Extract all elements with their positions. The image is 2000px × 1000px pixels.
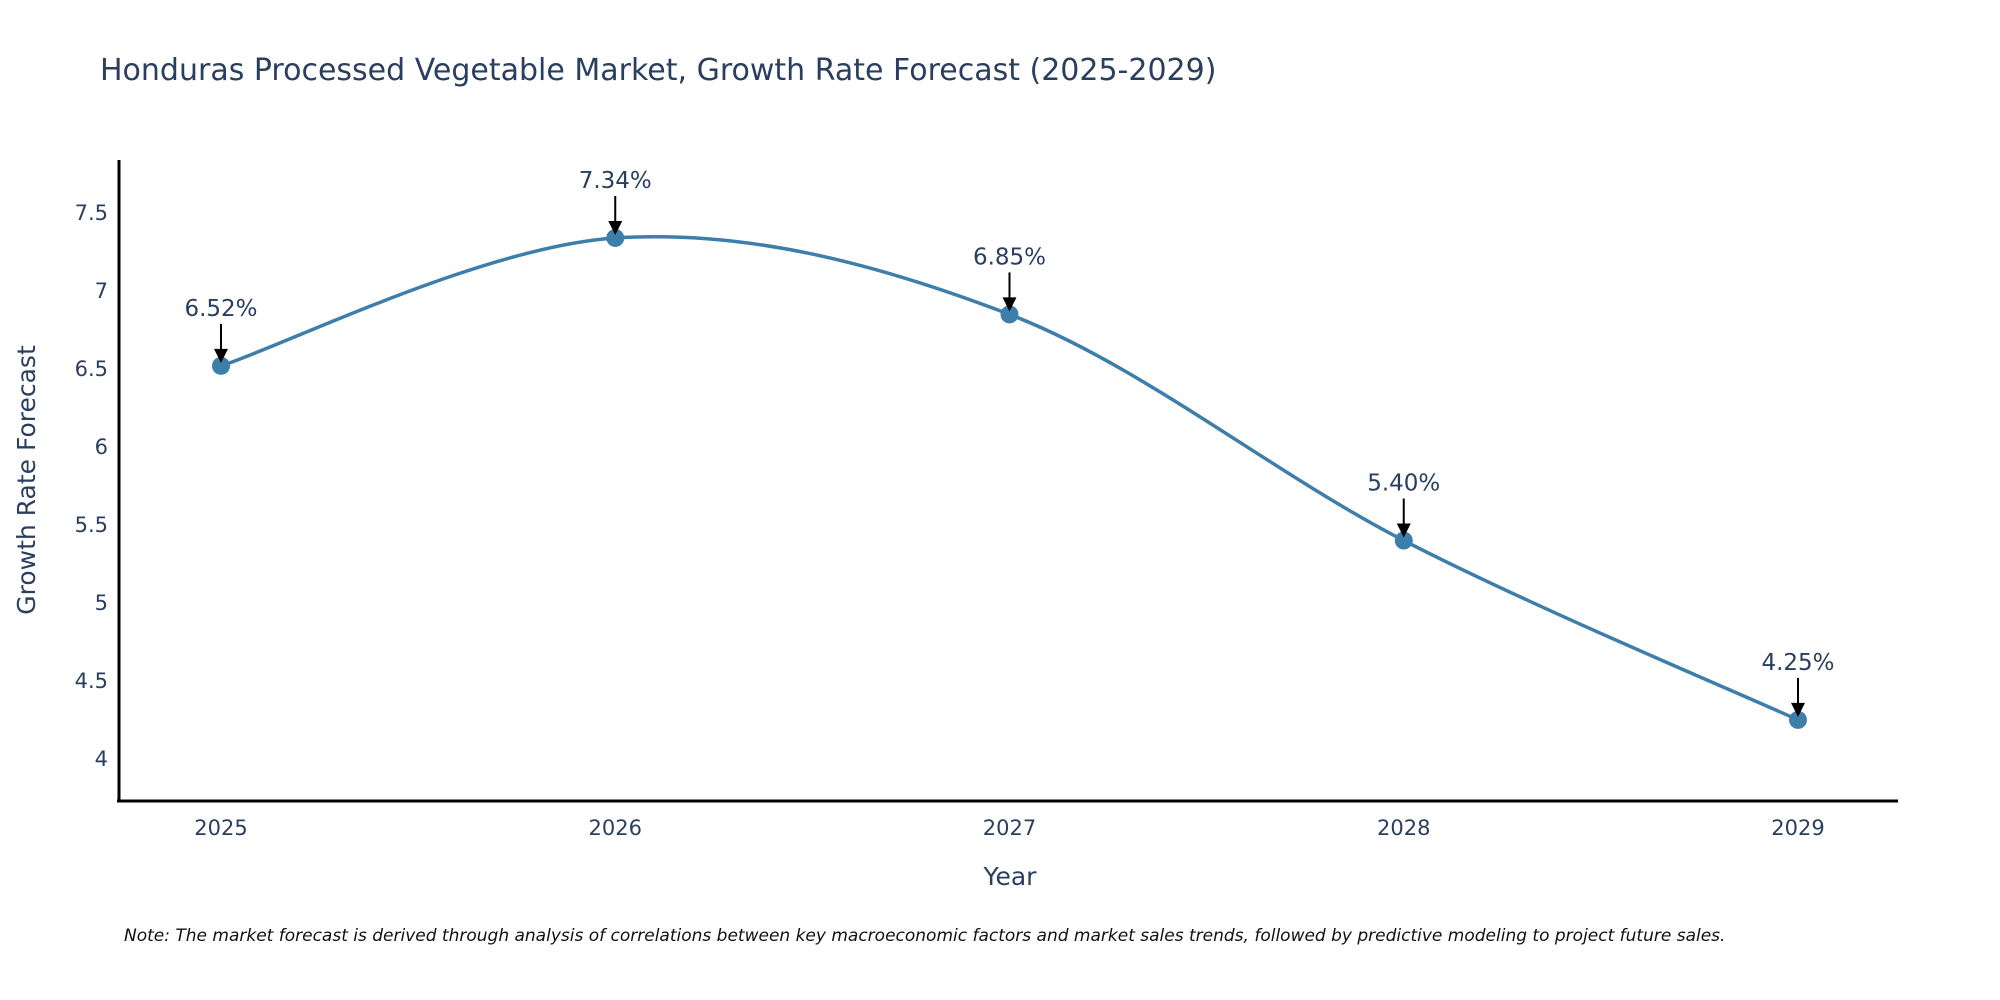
x-tick-label: 2028: [1377, 816, 1430, 840]
arrow-head-icon: [1396, 523, 1411, 538]
footnote: Note: The market forecast is derived thr…: [124, 926, 1725, 946]
annotation: 5.40%: [1367, 471, 1440, 538]
x-tick-label: 2027: [983, 816, 1036, 840]
x-tick-label: 2029: [1771, 816, 1824, 840]
y-tick-label: 7.5: [75, 201, 108, 225]
data-label: 6.85%: [973, 244, 1046, 270]
x-axis-ticks: 2025 2026 2027 2028 2029: [194, 816, 1824, 840]
data-label: 5.40%: [1367, 471, 1440, 497]
series-growth-rate: [212, 228, 1807, 729]
data-point: [212, 356, 230, 375]
y-tick-label: 7: [95, 279, 108, 303]
arrow-head-icon: [608, 220, 623, 235]
arrow-head-icon: [1791, 702, 1805, 717]
y-tick-label: 4.5: [75, 669, 108, 693]
y-axis-ticks: 4 4.5 5 5.5 6 6.5 7 7.5: [75, 201, 108, 771]
y-tick-label: 6: [95, 435, 108, 459]
y-tick-label: 5: [95, 591, 108, 615]
data-label: 6.52%: [184, 296, 257, 322]
annotation: 4.25%: [1761, 650, 1835, 717]
x-axis-title: Year: [983, 862, 1038, 891]
x-tick-label: 2025: [194, 816, 247, 840]
arrow-head-icon: [1002, 297, 1017, 312]
data-annotations: 6.52% 7.34% 6.85% 5.40% 4.25%: [184, 168, 1835, 717]
data-point: [1394, 531, 1413, 550]
chart-title: Honduras Processed Vegetable Market, Gro…: [100, 53, 1216, 88]
annotation: 6.85%: [973, 244, 1046, 312]
y-axis-title: Growth Rate Forecast: [12, 345, 41, 615]
y-tick-label: 5.5: [75, 513, 108, 537]
data-point: [1789, 710, 1807, 729]
arrow-head-icon: [214, 348, 228, 363]
data-label: 7.34%: [579, 168, 652, 194]
data-point: [606, 228, 625, 247]
data-label: 4.25%: [1761, 650, 1834, 676]
annotation: 6.52%: [184, 296, 258, 363]
y-tick-label: 4: [95, 747, 108, 771]
annotation: 7.34%: [579, 168, 652, 235]
x-tick-label: 2026: [589, 816, 642, 840]
y-tick-label: 6.5: [75, 357, 108, 381]
data-point: [1000, 305, 1019, 324]
